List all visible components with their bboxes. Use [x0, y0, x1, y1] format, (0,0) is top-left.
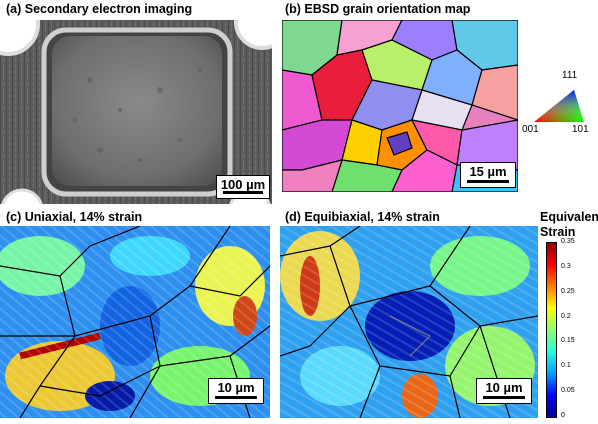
scale-bar-a: 100 µm	[216, 175, 270, 199]
panel-a-title: (a) Secondary electron imaging	[6, 2, 193, 16]
ipf-label-101: 101	[572, 124, 589, 135]
panel-c-title: (c) Uniaxial, 14% strain	[6, 210, 143, 224]
scale-bar-b: 15 µm	[460, 162, 516, 188]
colorbar-tick-label: 0.3	[561, 262, 571, 270]
colorbar-tick-label: 0	[561, 412, 565, 419]
scale-label-b: 15 µm	[469, 164, 507, 179]
ipf-label-111: 111	[562, 70, 578, 81]
colorbar-title-line1: Equivalent	[540, 210, 598, 224]
colorbar-title-line2: Strain	[540, 225, 576, 239]
ipf-label-001: 001	[522, 124, 539, 135]
scale-label-c: 10 µm	[217, 380, 255, 395]
sem-image	[0, 20, 272, 204]
scale-bar-c: 10 µm	[208, 378, 264, 404]
colorbar-tick-label: 0.35	[561, 238, 575, 245]
panel-d-title: (d) Equibiaxial, 14% strain	[285, 210, 440, 224]
uniaxial-strain-map	[0, 226, 270, 418]
colorbar-tick-label: 0.1	[561, 362, 571, 370]
scale-label-d: 10 µm	[485, 380, 523, 395]
ebsd-map	[282, 20, 518, 192]
scale-bar-d: 10 µm	[476, 378, 532, 404]
colorbar-tick-label: 0.25	[561, 287, 575, 295]
colorbar-gradient	[546, 242, 557, 418]
panel-b-title: (b) EBSD grain orientation map	[285, 2, 471, 16]
colorbar-tick-label: 0.15	[561, 337, 575, 345]
colorbar-tick-label: 0.05	[561, 387, 575, 395]
ipf-color-key	[530, 80, 598, 135]
colorbar-tick-label: 0.2	[561, 312, 571, 320]
scale-label-a: 100 µm	[220, 177, 266, 192]
